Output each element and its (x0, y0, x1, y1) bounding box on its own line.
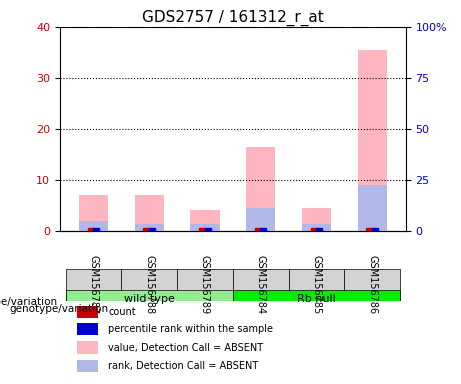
Text: GSM156784: GSM156784 (256, 255, 266, 314)
Title: GDS2757 / 161312_r_at: GDS2757 / 161312_r_at (142, 9, 324, 25)
Text: value, Detection Call = ABSENT: value, Detection Call = ABSENT (108, 343, 263, 353)
Text: genotype/variation: genotype/variation (0, 297, 57, 307)
Bar (190, 224, 219, 231)
Bar (358, 50, 387, 231)
Bar (77, 341, 98, 354)
Bar (79, 220, 108, 231)
Text: wild type: wild type (124, 294, 175, 304)
Text: count: count (108, 307, 136, 317)
Bar (135, 224, 164, 231)
Bar (77, 306, 98, 318)
Text: GSM156788: GSM156788 (144, 255, 154, 314)
FancyBboxPatch shape (65, 290, 233, 308)
Text: percentile rank within the sample: percentile rank within the sample (108, 324, 273, 334)
Bar (190, 210, 219, 231)
Bar (302, 208, 331, 231)
Text: GSM156789: GSM156789 (200, 255, 210, 314)
Text: GSM156787: GSM156787 (89, 255, 98, 314)
Text: GSM156786: GSM156786 (367, 255, 377, 314)
FancyBboxPatch shape (233, 269, 289, 301)
FancyBboxPatch shape (289, 269, 344, 301)
Text: GSM156785: GSM156785 (312, 255, 321, 314)
Bar (246, 208, 275, 231)
Text: Rb null: Rb null (297, 294, 336, 304)
Text: genotype/variation: genotype/variation (9, 304, 108, 314)
Bar (246, 147, 275, 231)
Bar (77, 323, 98, 336)
FancyBboxPatch shape (233, 290, 400, 308)
Bar (77, 360, 98, 372)
Bar (79, 195, 108, 231)
Bar (358, 185, 387, 231)
FancyBboxPatch shape (65, 269, 121, 301)
FancyBboxPatch shape (121, 269, 177, 301)
FancyBboxPatch shape (177, 269, 233, 301)
Bar (302, 224, 331, 231)
Text: rank, Detection Call = ABSENT: rank, Detection Call = ABSENT (108, 361, 259, 371)
Bar (135, 195, 164, 231)
FancyBboxPatch shape (344, 269, 400, 301)
